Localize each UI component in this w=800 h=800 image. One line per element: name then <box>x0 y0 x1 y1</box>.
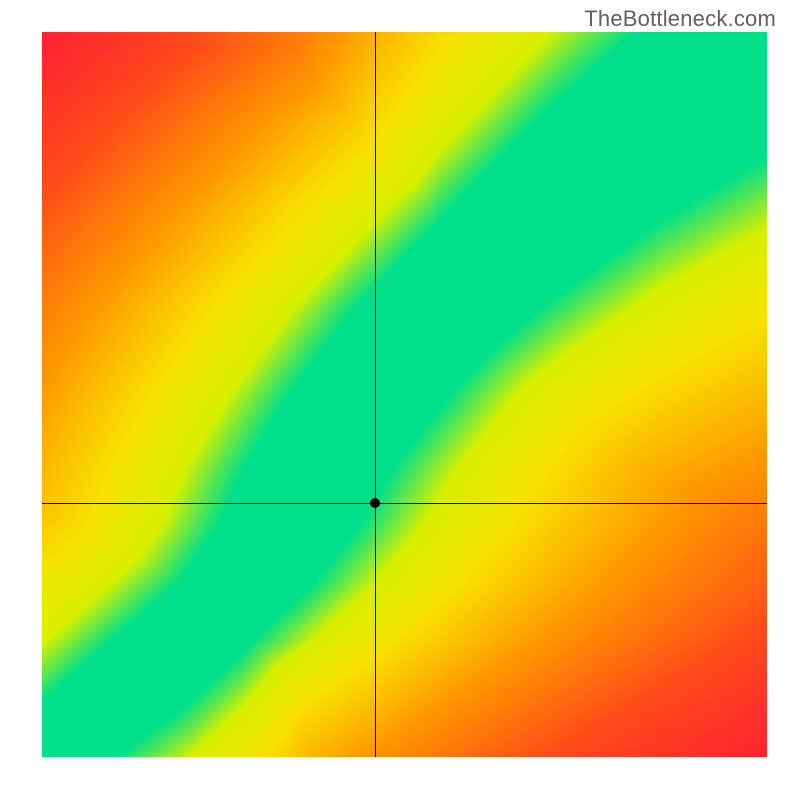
marker-dot <box>370 498 380 508</box>
chart-container: TheBottleneck.com <box>0 0 800 800</box>
crosshair-vertical <box>375 32 376 757</box>
bottleneck-heatmap <box>40 30 769 759</box>
crosshair-horizontal <box>42 503 767 504</box>
heatmap-canvas <box>42 32 767 757</box>
attribution-watermark: TheBottleneck.com <box>584 6 776 32</box>
